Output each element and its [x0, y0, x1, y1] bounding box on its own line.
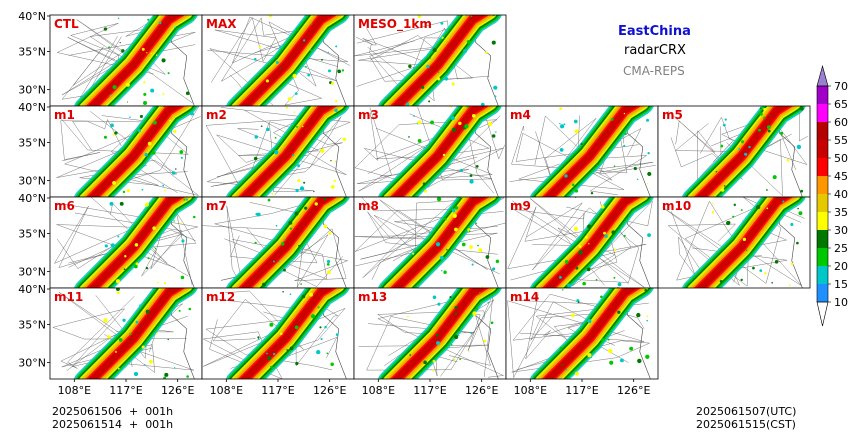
lat-tick-label: 30°N — [18, 266, 46, 279]
colorbar-segment — [817, 122, 828, 140]
panel-label: m13 — [358, 290, 387, 304]
colorbar-tick-label: 25 — [834, 242, 848, 255]
colorbar-segment — [817, 212, 828, 230]
variable-title: radarCRX — [624, 43, 686, 58]
panel-label: m9 — [510, 199, 531, 213]
map-panel-m13: m13 — [353, 287, 507, 380]
lat-tick-label: 30°N — [18, 175, 46, 188]
colorbar-tick-label: 20 — [834, 260, 848, 273]
panel-label: m4 — [510, 108, 531, 122]
map-panel-max: MAX — [201, 14, 355, 107]
panel-label: m12 — [206, 290, 235, 304]
colorbar-segment — [817, 140, 828, 158]
colorbar-segment — [817, 266, 828, 284]
colorbar-segment — [817, 86, 828, 104]
system-title: CMA-REPS — [623, 64, 685, 78]
colorbar-segment — [817, 248, 828, 266]
lat-tick-label: 35°N — [18, 45, 46, 58]
colorbar-tick-label: 10 — [834, 296, 848, 309]
lon-tick-label: 126°E — [161, 384, 194, 397]
map-panel-m9: m9 — [505, 196, 659, 289]
lat-tick-label: 35°N — [18, 136, 46, 149]
colorbar-segment — [817, 284, 828, 302]
colorbar-extend-bottom — [816, 301, 829, 327]
panel-label: m3 — [358, 108, 379, 122]
colorbar-tick-label: 55 — [834, 134, 848, 147]
colorbar-tick-label: 65 — [834, 98, 848, 111]
colorbar-segment — [817, 194, 828, 212]
colorbar-segment — [817, 176, 828, 194]
lat-tick-label: 40°N — [18, 10, 46, 23]
lon-tick-label: 117°E — [413, 384, 446, 397]
colorbar-tick-label: 45 — [834, 170, 848, 183]
colorbar-tick-label: 30 — [834, 224, 848, 237]
map-panel-m14: m14 — [505, 287, 659, 380]
colorbar: 10 15 20 25 30 35 40 45 50 55 60 65 70 — [816, 64, 848, 327]
map-panel-m4: m4 — [505, 105, 659, 198]
panel-label: m10 — [662, 199, 691, 213]
panel-label: m5 — [662, 108, 683, 122]
colorbar-tick-label: 70 — [834, 80, 848, 93]
map-panel-m5: m5 — [657, 105, 811, 198]
colorbar-segment — [817, 158, 828, 176]
colorbar-tick-label: 60 — [834, 116, 848, 129]
panel-label: m8 — [358, 199, 379, 213]
valid-utc: 2025061507(UTC) — [696, 405, 797, 418]
colorbar-extend-top — [816, 64, 829, 87]
colorbar-tick-label: 40 — [834, 188, 848, 201]
lat-tick-label: 35°N — [18, 318, 46, 331]
valid-time-label: 2025061507(UTC) 2025061515(CST) — [696, 405, 796, 431]
panel-label: m6 — [54, 199, 75, 213]
map-panel-ctl: CTL — [49, 14, 203, 107]
map-panel-m3: m3 — [353, 105, 507, 198]
init-time-label: 2025061506 + 001h 2025061514 + 001h — [52, 405, 173, 431]
map-panel-m6: m6 — [49, 196, 203, 289]
map-panel-meso_1km: MESO_1km — [353, 14, 507, 107]
panel-label: m11 — [54, 290, 83, 304]
init-utc: 2025061506 + 001h — [52, 405, 174, 418]
lat-tick-label: 30°N — [18, 357, 46, 370]
valid-cst: 2025061515(CST) — [696, 418, 796, 431]
map-panel-m10: m10 — [657, 196, 811, 289]
panel-label: MAX — [206, 17, 237, 31]
colorbar-tick-label: 35 — [834, 206, 848, 219]
panel-label: MESO_1km — [358, 17, 432, 32]
lon-tick-label: 108°E — [210, 384, 243, 397]
lon-tick-label: 117°E — [261, 384, 294, 397]
map-panel-m12: m12 — [201, 287, 355, 380]
colorbar-segment — [817, 104, 828, 122]
lat-tick-label: 40°N — [18, 192, 46, 205]
map-panel-m8: m8 — [353, 196, 507, 289]
panel-label: CTL — [54, 17, 79, 31]
lon-tick-label: 108°E — [58, 384, 91, 397]
colorbar-tick-label: 50 — [834, 152, 848, 165]
lon-tick-label: 108°E — [362, 384, 395, 397]
map-panel-m11: m11 — [49, 287, 203, 380]
region-title: EastChina — [618, 24, 691, 39]
map-panel-m7: m7 — [201, 196, 355, 289]
map-panel-m1: m1 — [49, 105, 203, 198]
map-panel-m2: m2 — [201, 105, 355, 198]
lon-tick-label: 117°E — [109, 384, 142, 397]
lat-tick-label: 40°N — [18, 101, 46, 114]
lat-tick-label: 30°N — [18, 84, 46, 97]
lon-tick-label: 126°E — [465, 384, 498, 397]
lon-tick-label: 117°E — [565, 384, 598, 397]
panel-label: m2 — [206, 108, 227, 122]
panel-label: m1 — [54, 108, 75, 122]
lon-tick-label: 126°E — [617, 384, 650, 397]
colorbar-tick-label: 15 — [834, 278, 848, 291]
lat-tick-label: 40°N — [18, 283, 46, 296]
colorbar-segment — [817, 230, 828, 248]
init-cst: 2025061514 + 001h — [52, 418, 174, 431]
lat-tick-label: 35°N — [18, 227, 46, 240]
panel-label: m7 — [206, 199, 227, 213]
panel-label: m14 — [510, 290, 539, 304]
lon-tick-label: 108°E — [514, 384, 547, 397]
lon-tick-label: 126°E — [313, 384, 346, 397]
